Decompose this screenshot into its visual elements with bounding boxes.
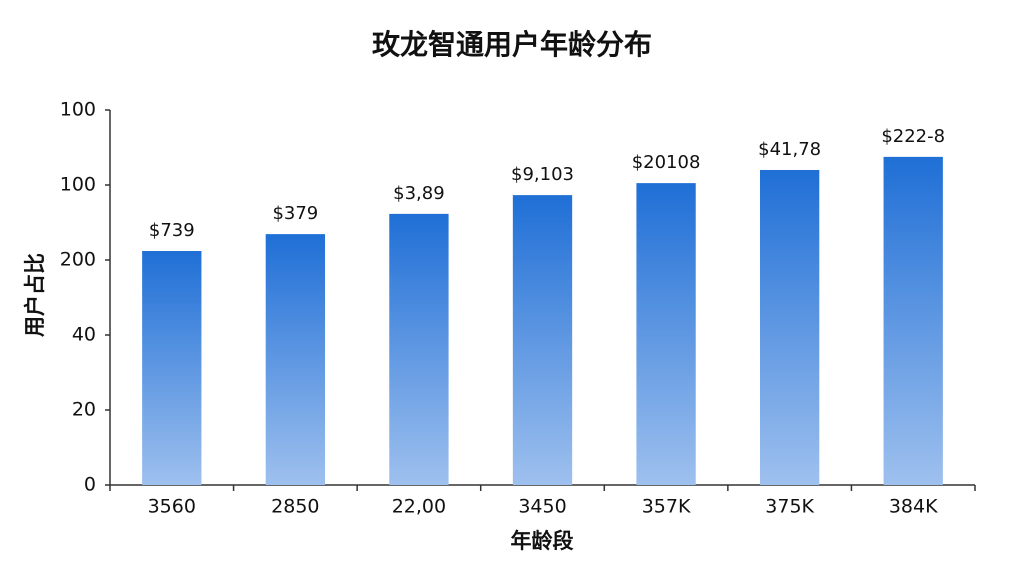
bar-annotation: $41,78 bbox=[758, 139, 821, 160]
bar-annotation: $9,103 bbox=[511, 164, 574, 185]
x-axis-title: 年龄段 bbox=[511, 529, 574, 553]
bar bbox=[389, 213, 449, 485]
y-tick-label: 40 bbox=[72, 324, 96, 346]
bar bbox=[883, 156, 943, 485]
bar bbox=[636, 183, 696, 485]
bar-annotation: $3,89 bbox=[393, 183, 445, 204]
y-axis-title: 用户占比 bbox=[23, 253, 47, 337]
bar-annotation: $379 bbox=[272, 203, 318, 224]
x-tick-label: 3450 bbox=[518, 496, 566, 518]
y-tick-label: 100 bbox=[60, 99, 96, 121]
x-tick-label: 22,00 bbox=[392, 496, 446, 518]
y-tick-label: 0 bbox=[84, 474, 96, 496]
bar bbox=[512, 195, 573, 485]
x-tick-label: 2850 bbox=[271, 496, 319, 518]
y-tick-label: 20 bbox=[72, 399, 96, 421]
x-tick-label: 375K bbox=[765, 496, 814, 518]
y-tick-label: 100 bbox=[60, 174, 96, 196]
bar-annotation: $20108 bbox=[632, 152, 701, 173]
x-tick-label: 3560 bbox=[148, 496, 196, 518]
bar bbox=[142, 251, 202, 485]
bar bbox=[265, 234, 326, 485]
bar-annotation: $739 bbox=[149, 220, 195, 241]
chart-title: 玫龙智通用户年龄分布 bbox=[372, 28, 652, 61]
y-tick-label: 200 bbox=[60, 249, 96, 271]
bar bbox=[759, 170, 820, 485]
bar-annotation: $222-8 bbox=[881, 126, 945, 147]
x-tick-label: 384K bbox=[889, 496, 938, 518]
x-tick-label: 357K bbox=[642, 496, 691, 518]
